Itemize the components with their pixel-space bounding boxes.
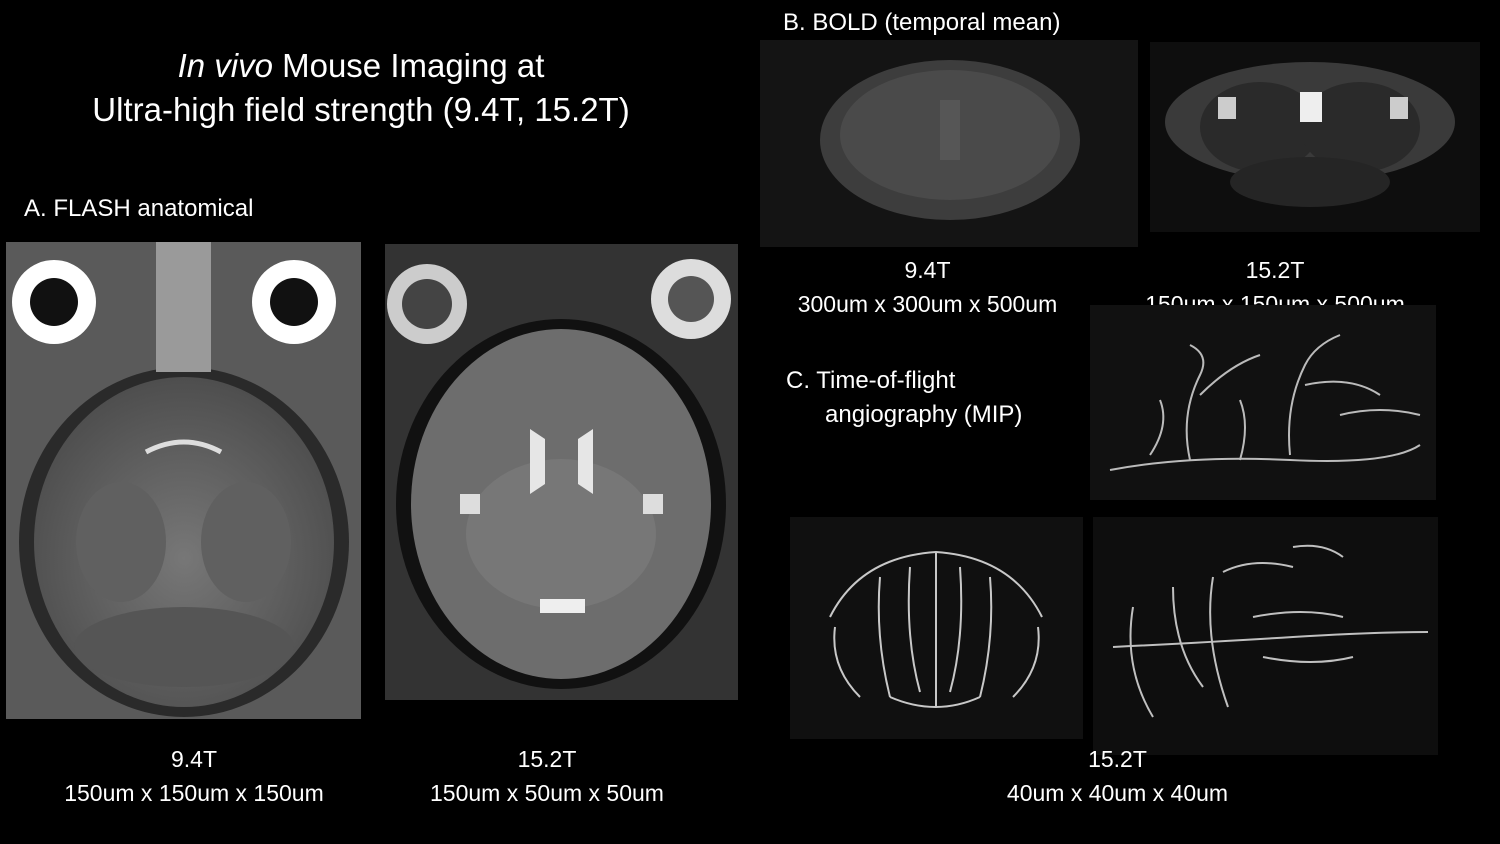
caption-resolution: 150um x 150um x 150um	[64, 780, 324, 806]
title-rest: Mouse Imaging at	[272, 47, 545, 84]
section-a-right-caption: 15.2T 150um x 50um x 50um	[397, 742, 697, 810]
caption-field: 9.4T	[904, 257, 951, 283]
flash-15-2t-image	[385, 244, 738, 700]
caption-field: 15.2T	[1088, 746, 1147, 772]
caption-field: 15.2T	[1245, 257, 1305, 283]
caption-field: 9.4T	[170, 746, 218, 772]
section-c-caption: 15.2T 40um x 40um x 40um	[970, 742, 1265, 810]
section-a-left-caption: 9.4T 150um x 150um x 150um	[24, 742, 364, 810]
tof-sagittal-image	[1090, 305, 1436, 500]
bold-9-4t-image	[760, 40, 1138, 247]
flash-9-4t-image	[6, 242, 361, 719]
section-b-label: B. BOLD (temporal mean)	[783, 9, 1061, 36]
caption-resolution: 150um x 50um x 50um	[430, 780, 664, 806]
tof-axial-image	[1093, 517, 1438, 755]
caption-resolution: 300um x 300um x 500um	[797, 291, 1058, 317]
bold-15-2t-image	[1150, 42, 1480, 232]
section-c-label-line2: angiography (MIP)	[825, 401, 1023, 428]
tof-coronal-image	[790, 517, 1083, 739]
section-a-label: A. FLASH anatomical	[24, 195, 254, 222]
title-italic: In vivo	[177, 47, 273, 84]
section-c-label-line1: C. Time-of-flight	[786, 367, 956, 394]
section-b-left-caption: 9.4T 300um x 300um x 500um	[775, 253, 1080, 321]
title-line2: Ultra-high field strength (9.4T, 15.2T)	[92, 91, 630, 128]
slide-title: In vivo Mouse Imaging at Ultra-high fiel…	[0, 44, 722, 132]
caption-resolution: 40um x 40um x 40um	[1006, 780, 1229, 806]
caption-field: 15.2T	[517, 746, 577, 772]
